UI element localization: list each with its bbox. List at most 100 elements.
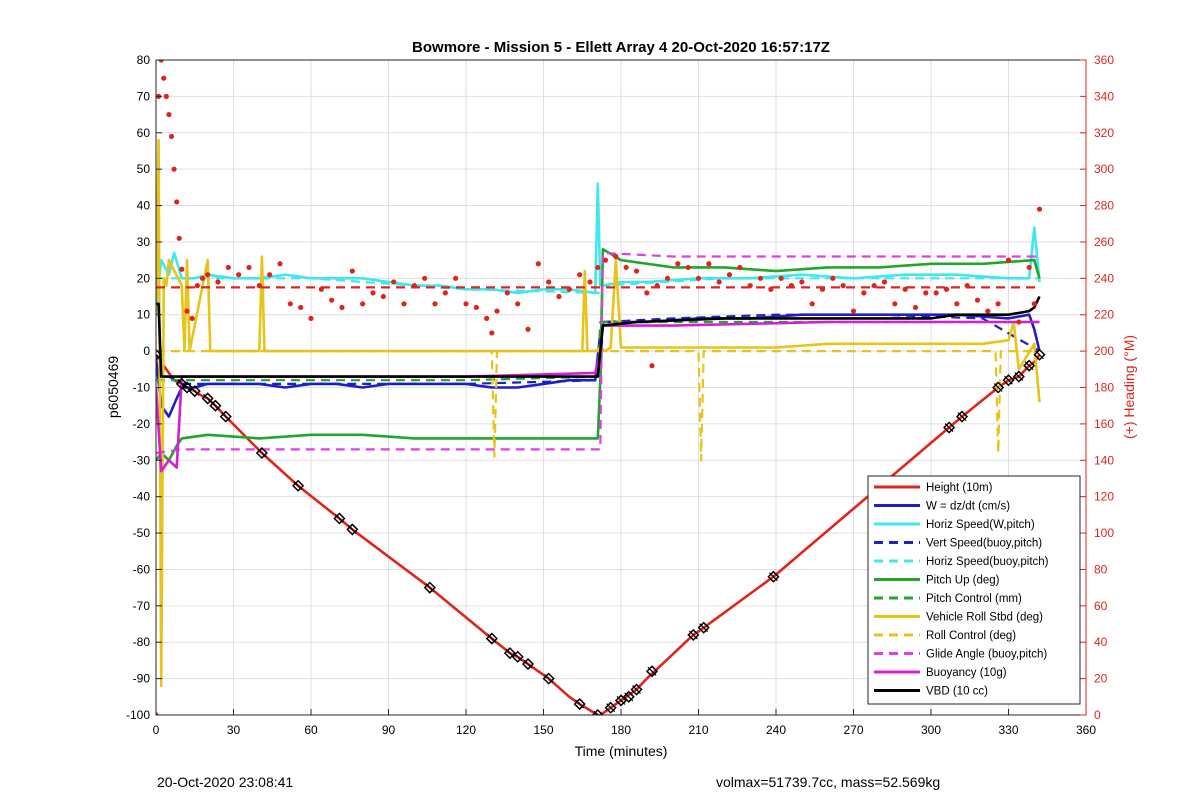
depth-marker — [209, 399, 222, 412]
y2-tick-label: 240 — [1094, 271, 1114, 285]
heading-point — [535, 261, 541, 267]
depth-marker-cross — [513, 652, 523, 662]
heading-point — [850, 308, 857, 314]
y-tick-label: -40 — [133, 490, 151, 504]
legend: Height (10m) W = dz/dt (cm/s) Horiz Speed(… — [867, 475, 1081, 705]
depth-marker-cross — [190, 386, 200, 396]
heading-point — [166, 111, 172, 118]
depth-marker-cross — [487, 634, 497, 644]
x-tick-label: 300 — [921, 723, 941, 737]
depth-marker — [333, 512, 346, 525]
series-line — [156, 277, 1040, 294]
legend-entry: Vert Speed(buoy,pitch) — [926, 538, 1042, 550]
heading-point — [329, 297, 335, 303]
x-tick-label: 360 — [1076, 723, 1096, 737]
y2-tick-label: 360 — [1094, 53, 1114, 67]
depth-marker — [156, 348, 163, 361]
depth-marker-cross — [632, 685, 641, 694]
heading-point — [757, 275, 764, 281]
heading-point — [176, 235, 182, 241]
series-layer — [156, 60, 1046, 715]
heading-point — [881, 279, 888, 285]
series-line — [156, 313, 1041, 385]
y2-tick-label: 40 — [1094, 635, 1108, 649]
y-tick-label: 40 — [137, 199, 151, 213]
depth-marker-cross — [593, 710, 599, 715]
y-tick-label: -80 — [133, 635, 151, 649]
heading-point — [432, 301, 438, 307]
depth-marker — [219, 410, 232, 423]
y2-tick-label: 260 — [1094, 235, 1114, 249]
heading-point — [225, 264, 231, 271]
footer-timestamp: 20-Oct-2020 23:08:41 — [157, 774, 293, 790]
heading-point — [778, 275, 784, 281]
legend-entry: W = dz/dt (cm/s) — [926, 501, 1010, 513]
heading-point — [391, 279, 397, 285]
depth-marker-cross — [221, 412, 231, 422]
series-line — [156, 138, 1041, 688]
heading-point — [236, 272, 242, 278]
depth-marker-cross — [606, 703, 616, 713]
heading-point — [401, 301, 407, 307]
heading-point — [267, 272, 273, 278]
heading-point — [577, 272, 583, 278]
heading-dots — [156, 60, 1043, 715]
legend-entry: Pitch Up (deg) — [926, 575, 1000, 587]
heading-point — [985, 308, 991, 314]
heading-point — [189, 315, 195, 321]
y2-tick-label: 180 — [1094, 381, 1114, 395]
depth-marker — [175, 377, 188, 390]
heading-point — [156, 712, 159, 715]
heading-point — [184, 308, 190, 314]
heading-point — [246, 264, 252, 271]
depth-marker — [521, 657, 535, 671]
y-axis-label: p6050469 — [105, 356, 121, 419]
depth-marker — [1033, 348, 1046, 361]
heading-point — [453, 275, 459, 281]
heading-point — [171, 166, 177, 172]
y2-tick-label: 0 — [1094, 708, 1101, 722]
depth-marker-cross — [647, 666, 657, 676]
heading-point — [442, 290, 448, 296]
y-tick-label: -10 — [133, 381, 151, 395]
heading-point — [1036, 206, 1043, 212]
heading-point — [633, 268, 640, 274]
heading-point — [737, 264, 743, 271]
y2-tick-label: 340 — [1094, 89, 1114, 103]
depth-marker — [622, 690, 635, 703]
x-axis-label: Time (minutes) — [575, 743, 668, 759]
y2-tick-label: 200 — [1094, 344, 1114, 358]
y-tick-label: 0 — [143, 344, 150, 358]
heading-point — [943, 286, 950, 292]
heading-point — [685, 264, 691, 271]
series-line — [156, 251, 1040, 455]
y2-tick-label: 320 — [1094, 126, 1114, 140]
legend-entry: Height (10m) — [926, 482, 993, 494]
heading-point — [995, 301, 1001, 307]
x-tick-label: 30 — [227, 723, 241, 737]
y2-axis-label: (+) Heading (°M) — [1121, 335, 1137, 439]
depth-marker-cross — [177, 379, 187, 389]
depth-marker — [255, 446, 268, 460]
heading-point — [974, 297, 981, 303]
depth-marker — [630, 683, 643, 696]
depth-marker-cross — [1004, 375, 1013, 385]
depth-marker — [645, 665, 659, 678]
heading-point — [644, 290, 650, 296]
legend-entry: Pitch Control (mm) — [926, 593, 1022, 605]
y-tick-label: 50 — [137, 162, 151, 176]
series-line — [156, 247, 1041, 462]
heading-point — [933, 290, 939, 296]
y-tick-label: 20 — [137, 271, 151, 285]
x-tick-label: 210 — [688, 723, 708, 737]
heading-point — [556, 293, 562, 300]
depth-marker-cross — [699, 623, 709, 633]
heading-point — [871, 283, 877, 289]
x-axis-ticks: 0 30 60 90 120 150 180 210 240 270 300 330 360 — [153, 709, 1096, 737]
x-tick-label: 270 — [843, 723, 863, 737]
y-tick-label: 10 — [137, 308, 151, 322]
x-tick-label: 120 — [456, 723, 476, 737]
heading-point — [504, 290, 510, 296]
depth-marker-cross — [523, 659, 533, 669]
depth-marker-cross — [944, 423, 954, 432]
